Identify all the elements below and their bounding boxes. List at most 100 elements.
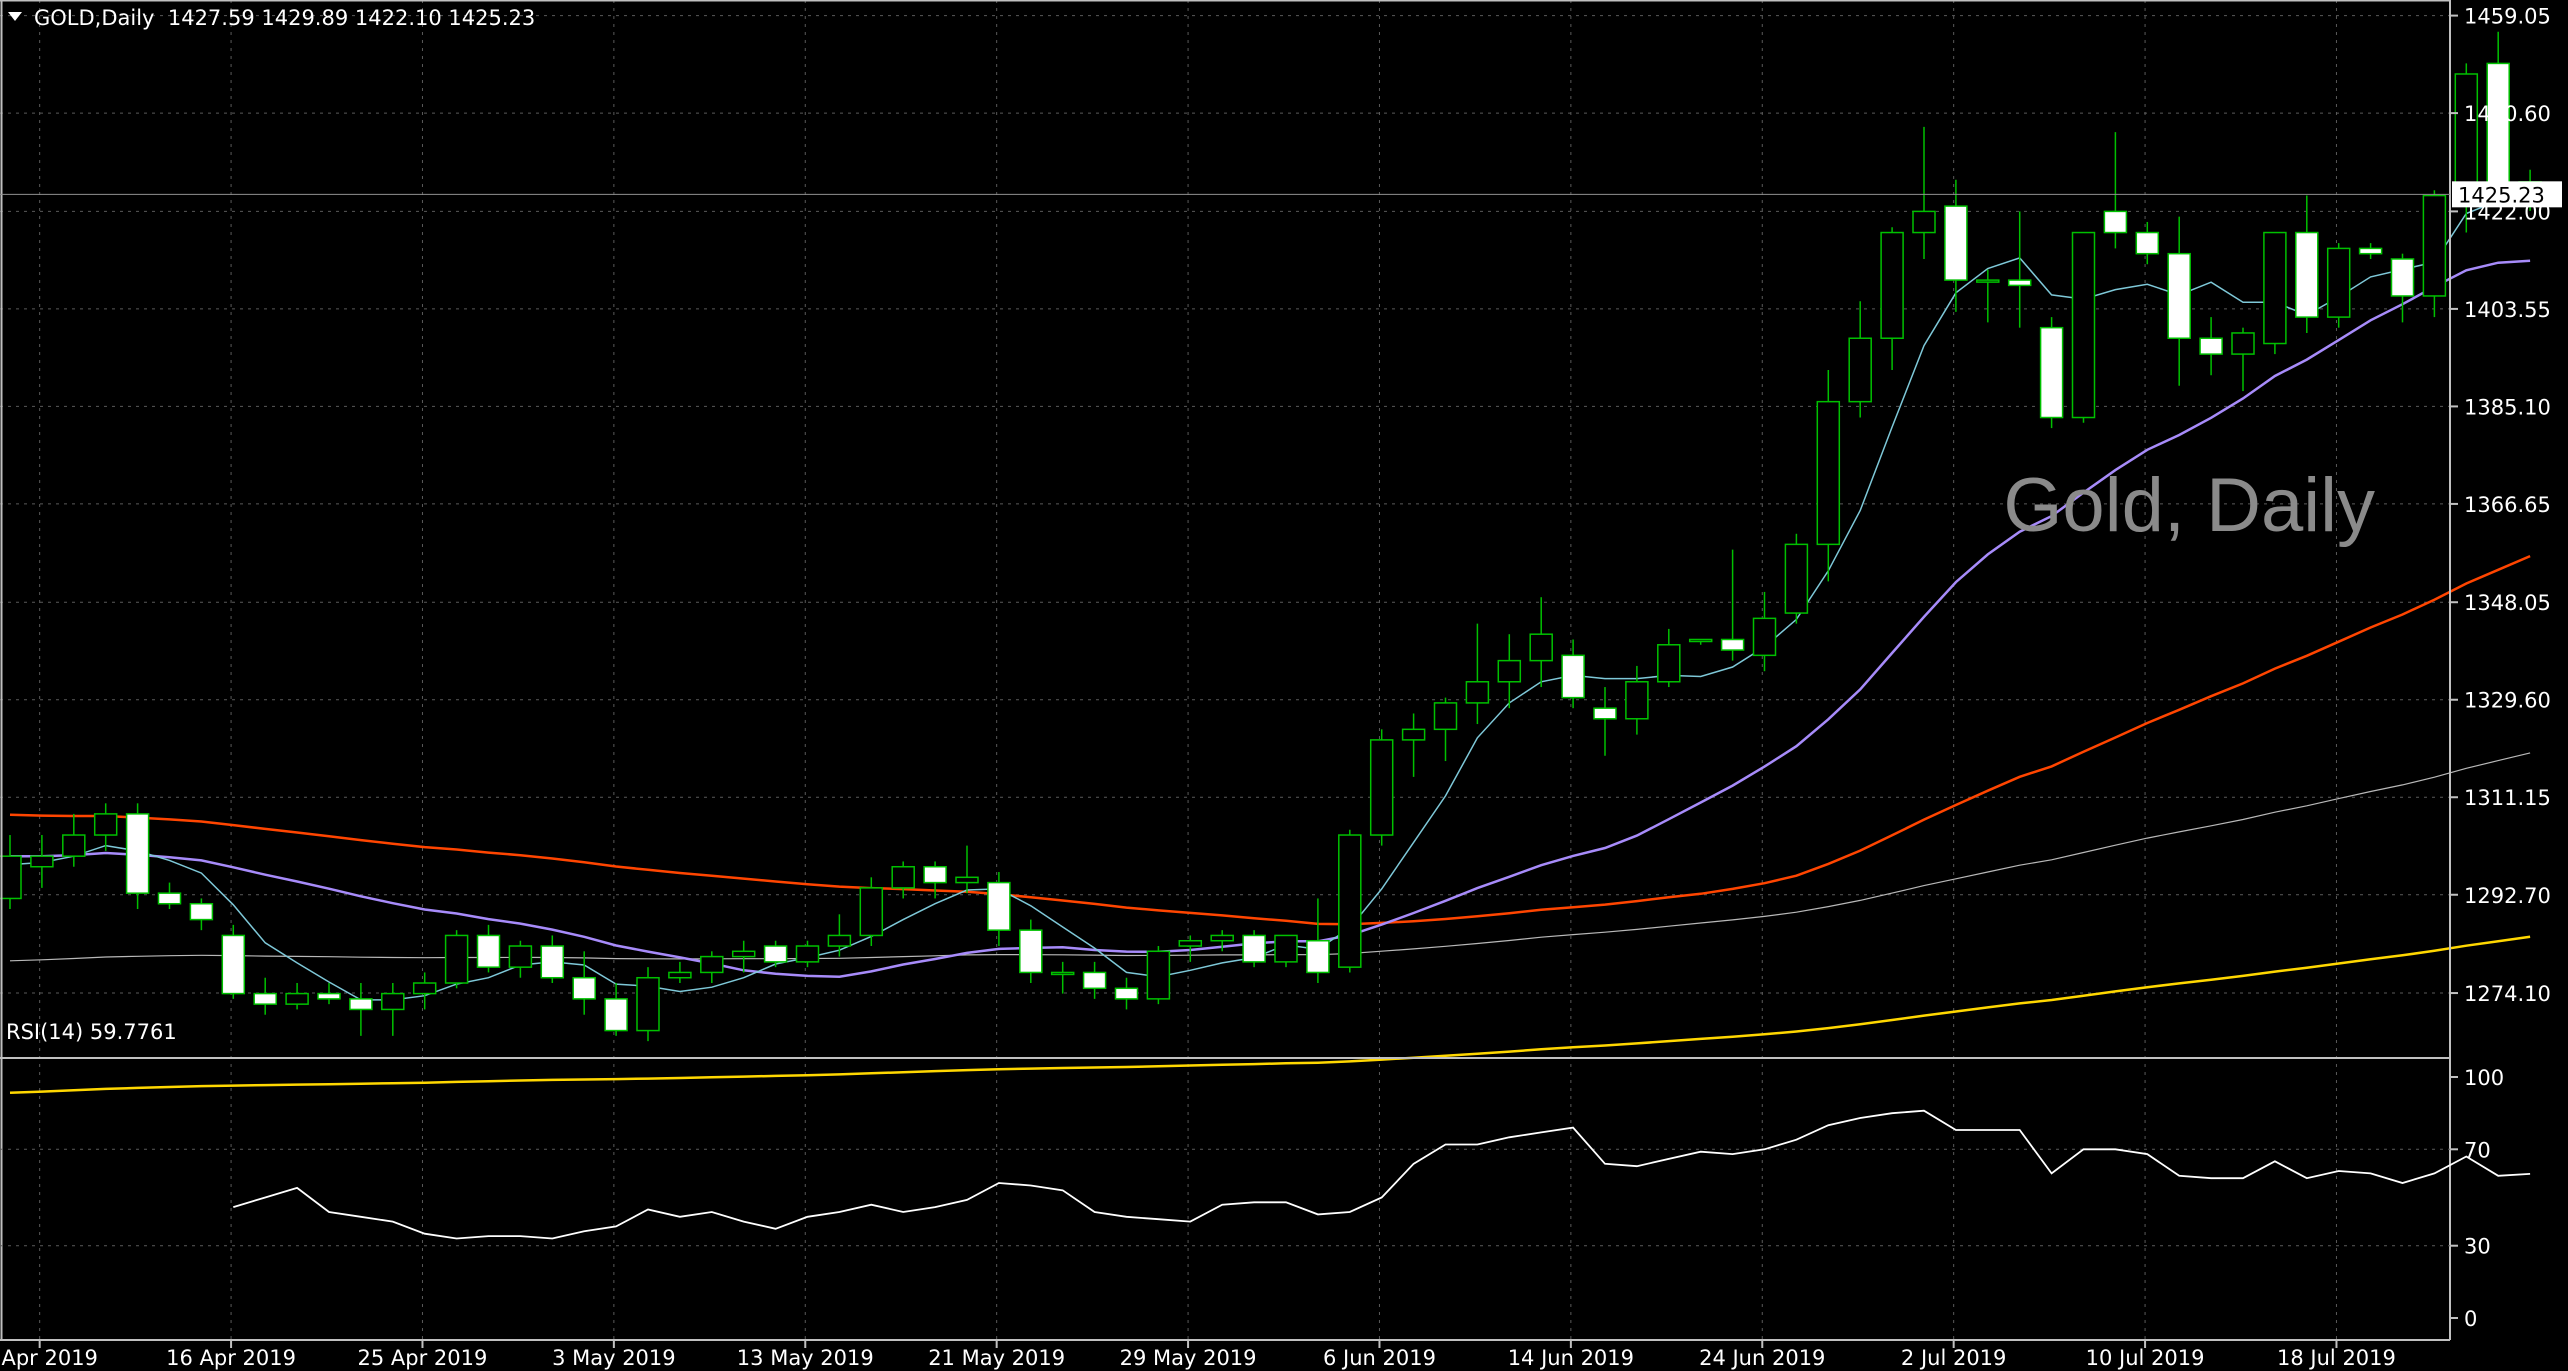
chart-header: GOLD,Daily 1427.59 1429.89 1422.10 1425.… bbox=[34, 6, 535, 30]
candle bbox=[1880, 227, 1904, 370]
ma-200-line bbox=[9, 935, 2531, 1095]
y-tick-label: 1459.05 bbox=[2464, 5, 2551, 29]
candle-body bbox=[1433, 702, 1458, 731]
candle-body bbox=[317, 992, 341, 1000]
candle-body bbox=[2103, 210, 2128, 234]
candle bbox=[859, 877, 884, 947]
candle bbox=[2039, 317, 2064, 429]
candle bbox=[125, 803, 150, 910]
candle bbox=[1338, 829, 1362, 973]
x-tick-label: 3 May 2019 bbox=[552, 1346, 676, 1370]
x-tick-label: 24 Jun 2019 bbox=[1699, 1346, 1825, 1370]
candle bbox=[1050, 961, 1075, 994]
candle-body bbox=[30, 855, 54, 868]
candle-body bbox=[1178, 939, 1203, 947]
ma-100-line bbox=[9, 752, 2531, 962]
candle-body bbox=[540, 945, 565, 979]
candle bbox=[444, 930, 469, 989]
candle-body bbox=[2263, 231, 2287, 345]
candle bbox=[2422, 190, 2447, 318]
candle bbox=[1274, 934, 1298, 968]
candle bbox=[1848, 301, 1872, 418]
candle-body bbox=[763, 945, 788, 963]
candle bbox=[2263, 231, 2287, 355]
rsi-line bbox=[233, 1109, 2531, 1240]
current-price-label: 1425.23 bbox=[2458, 183, 2545, 207]
candle-body bbox=[700, 955, 724, 974]
candles[interactable] bbox=[0, 31, 2542, 1042]
candle-body bbox=[668, 971, 692, 979]
candle bbox=[412, 972, 437, 1010]
candle-body bbox=[1688, 638, 1713, 643]
candle-body bbox=[0, 855, 22, 900]
candle-body bbox=[381, 992, 405, 1011]
candle bbox=[1369, 729, 1394, 846]
candle-body bbox=[253, 992, 277, 1005]
candle-body bbox=[285, 992, 309, 1005]
candle-body bbox=[1497, 659, 1522, 683]
y-tick-label: 1366.65 bbox=[2464, 493, 2551, 517]
candle bbox=[2358, 243, 2383, 259]
x-tick-label: 29 May 2019 bbox=[1120, 1346, 1257, 1370]
candle bbox=[189, 898, 214, 931]
candle bbox=[2167, 216, 2191, 386]
candle-body bbox=[2326, 247, 2351, 318]
candle bbox=[2199, 317, 2223, 376]
candle bbox=[1465, 623, 1490, 725]
candle-body bbox=[189, 902, 214, 921]
candle-body bbox=[1082, 971, 1107, 990]
candle-body bbox=[1657, 644, 1681, 683]
candle-body bbox=[1338, 834, 1362, 968]
candle bbox=[1242, 930, 1266, 968]
candle-body bbox=[923, 865, 947, 884]
x-tick-label: 14 Jun 2019 bbox=[1508, 1346, 1634, 1370]
candle-body bbox=[2454, 73, 2479, 192]
candle-body bbox=[349, 998, 373, 1011]
candle-body bbox=[955, 876, 979, 884]
rsi-panel: 100 70 30 0 bbox=[0, 1066, 2531, 1331]
x-tick-label: 16 Apr 2019 bbox=[166, 1346, 296, 1370]
candle bbox=[636, 967, 660, 1042]
candle-body bbox=[987, 881, 1011, 931]
candle-body bbox=[827, 934, 852, 947]
candle bbox=[2231, 327, 2255, 392]
candle-body bbox=[476, 934, 501, 968]
candle-body bbox=[1720, 638, 1745, 651]
candle bbox=[1944, 179, 1968, 312]
candle bbox=[604, 983, 628, 1036]
y-tick-label: 1385.10 bbox=[2464, 395, 2551, 419]
candle bbox=[2103, 132, 2128, 249]
x-tick-label: 2 Jul 2019 bbox=[1901, 1346, 2007, 1370]
candle-body bbox=[1274, 934, 1298, 963]
candle bbox=[30, 835, 54, 888]
candle bbox=[285, 983, 309, 1010]
candle bbox=[508, 940, 533, 978]
candle-body bbox=[731, 950, 756, 958]
candle-body bbox=[2071, 231, 2096, 419]
candle bbox=[763, 940, 788, 968]
candle-body bbox=[604, 998, 628, 1032]
candle bbox=[1688, 638, 1713, 645]
candle-body bbox=[412, 982, 437, 995]
x-tick-label: 18 Jul 2019 bbox=[2277, 1346, 2396, 1370]
ohlc-values: 1427.59 1429.89 1422.10 1425.23 bbox=[167, 6, 536, 30]
candle bbox=[923, 861, 947, 899]
candle bbox=[987, 872, 1011, 947]
candle-body bbox=[1944, 205, 1968, 281]
candle bbox=[1657, 628, 1681, 688]
candle-body bbox=[1752, 617, 1777, 657]
candle-body bbox=[1816, 400, 1841, 546]
candle bbox=[157, 882, 182, 910]
candle-body bbox=[508, 945, 533, 968]
candle bbox=[1529, 597, 1553, 688]
candle bbox=[1593, 687, 1617, 756]
x-tick-label: 8 Apr 2019 bbox=[0, 1346, 98, 1370]
candle bbox=[891, 861, 915, 899]
collapse-triangle-icon[interactable] bbox=[8, 12, 22, 21]
candle-body bbox=[221, 934, 246, 995]
candle bbox=[2135, 221, 2160, 265]
candle bbox=[572, 951, 596, 1015]
candle-body bbox=[795, 945, 820, 963]
candle bbox=[1210, 930, 1234, 952]
